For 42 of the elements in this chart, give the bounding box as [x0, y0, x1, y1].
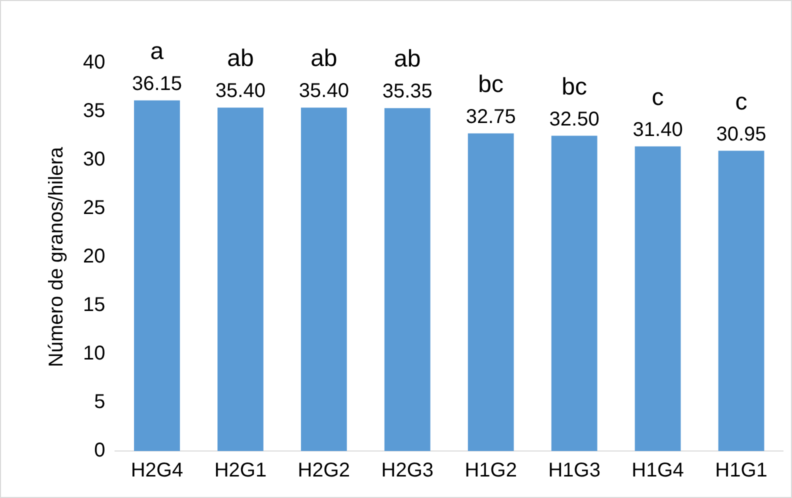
y-tick-label: 40: [82, 52, 106, 74]
y-axis-title: Número de granos/hilera: [46, 146, 68, 368]
bar: [134, 100, 180, 451]
y-tick-label: 20: [82, 246, 106, 268]
x-tick-label: H2G4: [130, 460, 184, 482]
data-label: 36.15: [132, 72, 182, 95]
y-tick-label: 35: [82, 100, 106, 122]
annotation: bc: [478, 70, 504, 98]
data-label: 32.75: [466, 106, 516, 128]
x-tick-label: H1G4: [632, 460, 684, 482]
bar: [217, 108, 264, 451]
annotation: ab: [227, 45, 254, 72]
annotation: a: [150, 38, 164, 65]
data-label: 32.50: [549, 108, 600, 130]
bar: [634, 146, 681, 451]
annotation: c: [652, 84, 664, 112]
y-tick-label: 5: [94, 391, 106, 414]
annotation: ab: [394, 46, 421, 73]
x-tick-label: H2G2: [298, 460, 350, 482]
x-tick-label: H2G3: [381, 460, 434, 482]
x-tick-label: H1G1: [715, 460, 768, 482]
annotation: ab: [310, 45, 338, 72]
data-label: 30.95: [716, 123, 766, 146]
bar: [384, 108, 430, 451]
y-tick-label: 15: [82, 294, 106, 316]
data-label: 35.35: [382, 80, 432, 103]
y-tick-label: 25: [82, 197, 106, 220]
y-tick-label: 30: [82, 148, 106, 171]
bar: [468, 133, 514, 451]
y-tick-label: 0: [94, 440, 106, 462]
bar: [551, 136, 598, 451]
annotation: c: [735, 88, 748, 116]
bar: [300, 108, 347, 451]
x-tick-label: H2G1: [214, 460, 267, 482]
data-label: 35.40: [215, 80, 266, 102]
x-tick-label: H1G2: [464, 460, 517, 482]
data-label: 31.40: [632, 118, 683, 141]
x-tick-label: H1G3: [548, 460, 600, 482]
bar: [718, 150, 764, 451]
data-label: 35.40: [298, 80, 349, 102]
y-tick-label: 10: [82, 342, 106, 365]
annotation: bc: [562, 73, 588, 100]
